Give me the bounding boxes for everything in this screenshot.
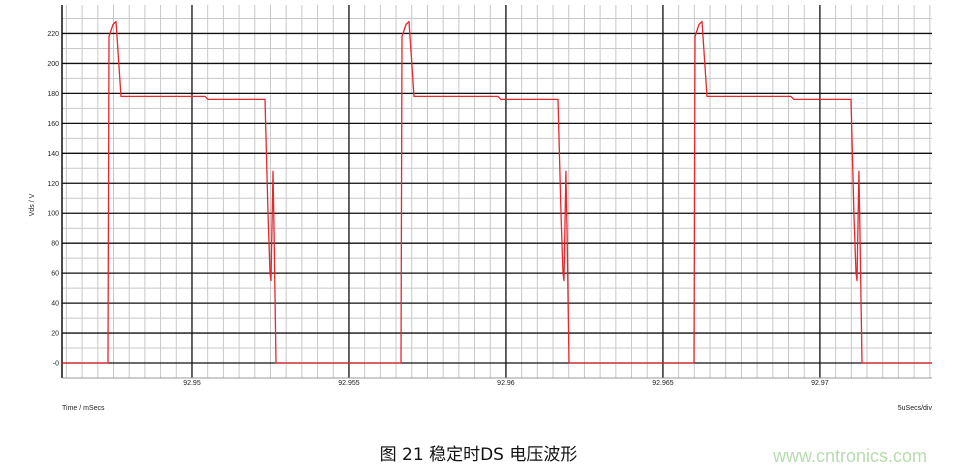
y-tick-label: 20 (51, 331, 59, 338)
y-tick-label: 40 (51, 301, 59, 308)
y-tick-label: 100 (47, 211, 59, 218)
y-tick-label: 80 (51, 241, 59, 248)
y-tick-label: 60 (51, 271, 59, 278)
tick-labels: 92.95 92.955 92.96 92.965 92.97 -0 20 40 60 80 100… (47, 31, 828, 387)
time-scale-label: 5uSecs/div (898, 405, 933, 412)
y-tick-label: -0 (53, 361, 59, 368)
watermark: www.cntronics.com (773, 446, 928, 466)
y-tick-label: 140 (47, 151, 59, 158)
x-tick-label: 92.965 (652, 380, 674, 387)
y-tick-label: 160 (47, 121, 59, 128)
x-tick-label: 92.96 (497, 380, 515, 387)
y-tick-label: 200 (47, 61, 59, 68)
vds-waveform-line (62, 20, 932, 364)
y-tick-label: 180 (47, 91, 59, 98)
x-tick-label: 92.95 (183, 380, 201, 387)
series (62, 20, 932, 364)
x-tick-label: 92.97 (811, 380, 829, 387)
y-tick-label: 220 (47, 31, 59, 38)
grid (61, 5, 932, 379)
waveform-chart: 92.95 92.955 92.96 92.965 92.97 -0 20 40 60 80 100… (29, 5, 933, 412)
x-axis-label: Time / mSecs (62, 405, 105, 412)
y-axis-label: Vds / V (29, 193, 36, 216)
y-tick-label: 120 (47, 181, 59, 188)
figure-caption: 图 21 稳定时DS 电压波形 (379, 445, 578, 465)
x-tick-label: 92.955 (338, 380, 360, 387)
